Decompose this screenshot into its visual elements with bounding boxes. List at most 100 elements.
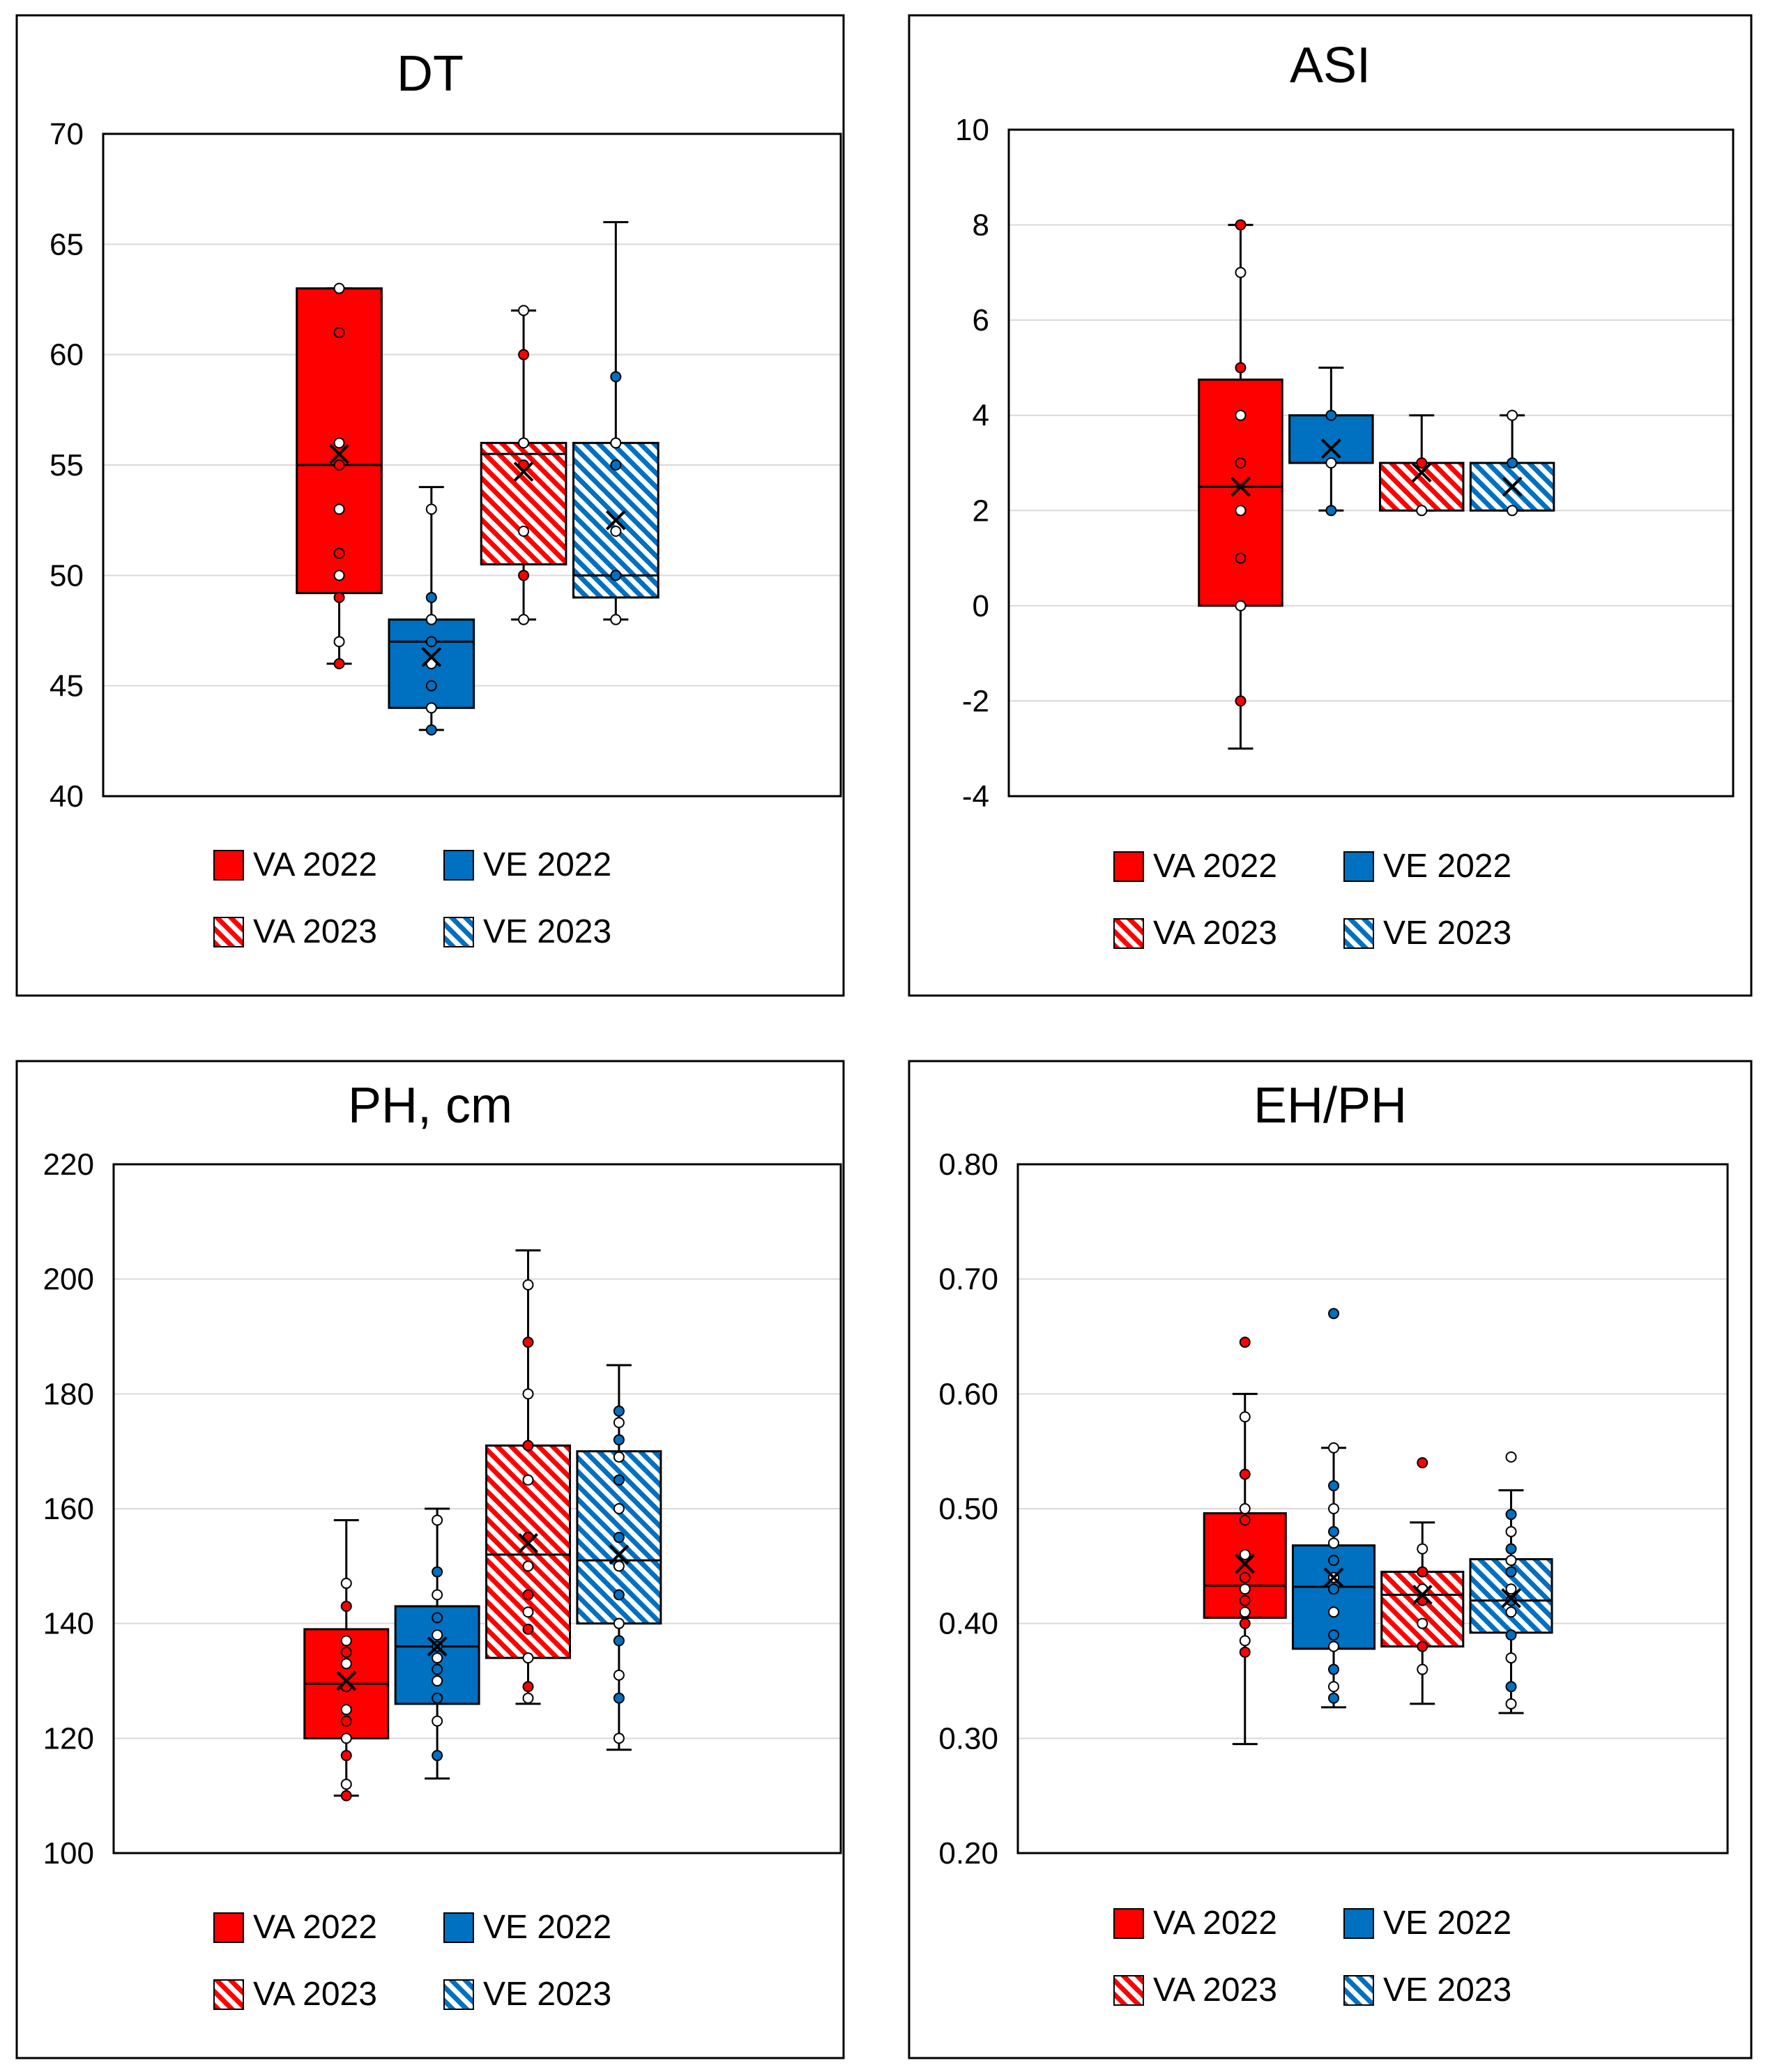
box-ve-2023 [576, 1364, 662, 1751]
data-point [522, 1388, 534, 1400]
data-point [1239, 1617, 1251, 1629]
y-tick-label: 10 [955, 113, 989, 147]
y-tick-label: 6 [973, 303, 989, 337]
y-tick-label: 55 [49, 448, 84, 482]
y-tick-label: 120 [43, 1721, 94, 1755]
data-point [1505, 1681, 1517, 1693]
data-point [1505, 1606, 1517, 1618]
data-point [518, 349, 530, 360]
y-tick-label: 50 [49, 558, 84, 593]
y-tick-label: 0.80 [938, 1148, 998, 1182]
data-point [1325, 457, 1337, 469]
data-point [1505, 1451, 1517, 1463]
box-iqr [1288, 414, 1374, 464]
mean-marker [609, 1544, 630, 1565]
data-point [522, 1606, 534, 1618]
chart-title: PH, cm [348, 1078, 512, 1134]
data-point [1505, 1555, 1517, 1567]
data-point [1239, 1336, 1251, 1348]
box-va-2022 [1203, 1336, 1287, 1746]
data-point [1235, 457, 1247, 469]
data-point [1235, 266, 1247, 278]
box-va-2022 [296, 282, 383, 669]
legend-swatch [1343, 851, 1374, 882]
legend-swatch [213, 850, 244, 881]
data-point [613, 1732, 625, 1744]
data-point [1235, 219, 1247, 231]
chart-dt: DT 40 45 50 55 60 65 70 VA 2022 VE 2022 VA 2023 VE … [15, 14, 845, 997]
data-point [340, 1790, 352, 1801]
data-point [518, 526, 530, 537]
data-point [613, 1434, 625, 1446]
data-point [613, 1532, 625, 1544]
data-point [1239, 1635, 1251, 1647]
y-tick-label: 60 [49, 338, 84, 372]
chart-ehph: EH/PH 0.20 0.30 0.40 0.50 0.60 0.70 0.80 VA 2022… [908, 1060, 1753, 2059]
box-ve-2022 [388, 486, 475, 736]
mean-marker [1320, 439, 1341, 459]
plot-area [112, 1163, 842, 1854]
data-point [1505, 1629, 1517, 1641]
data-point [1328, 1629, 1340, 1641]
data-point [1328, 1663, 1340, 1675]
y-tick-label: 0.30 [938, 1721, 998, 1755]
data-point [1239, 1646, 1251, 1658]
legend-label: VE 2023 [483, 1976, 611, 2013]
legend-swatch [1343, 1908, 1374, 1939]
data-point [425, 636, 437, 648]
data-point [432, 1652, 443, 1664]
data-point [340, 1635, 352, 1647]
data-point [333, 547, 345, 559]
data-point [518, 570, 530, 581]
data-point [610, 437, 622, 449]
data-point [522, 1681, 534, 1693]
data-point [432, 1663, 443, 1675]
legend-label: VA 2023 [1153, 1972, 1277, 2009]
data-point [522, 1560, 534, 1572]
mean-marker [421, 647, 442, 667]
data-point [432, 1566, 443, 1578]
chart-title: DT [397, 46, 464, 102]
legend-label: VA 2022 [253, 846, 377, 883]
legend-swatch [443, 1912, 474, 1943]
data-point [333, 570, 345, 581]
plot-area [1016, 1163, 1729, 1854]
legend-label: VA 2023 [253, 913, 377, 950]
mean-marker [336, 1670, 357, 1691]
data-point [1328, 1480, 1340, 1492]
data-point [610, 526, 622, 537]
legend-swatch [1343, 918, 1374, 949]
data-point [1328, 1640, 1340, 1652]
y-tick-label: 0.70 [938, 1263, 998, 1297]
legend: VA 2022 VE 2022 VA 2023 VE 2023 [1113, 1905, 1511, 2009]
data-point [340, 1600, 352, 1612]
legend-swatch [213, 1979, 244, 2010]
data-point [1505, 1543, 1517, 1555]
y-tick-label: 0 [973, 589, 989, 623]
data-point [425, 503, 437, 515]
data-point [522, 1692, 534, 1704]
box-va-2023 [1378, 414, 1465, 517]
legend-label: VE 2023 [483, 913, 611, 950]
data-point [518, 305, 530, 317]
y-tick-label: 40 [49, 779, 84, 814]
mean-marker [518, 1532, 538, 1553]
data-point [1328, 1308, 1340, 1320]
mean-marker [605, 510, 626, 531]
data-point [1328, 1583, 1340, 1595]
chart-ph: PH, cm 100 120 140 160 180 200 220 VA 2022 VE 202… [15, 1060, 845, 2059]
y-tick-label: 0.50 [938, 1492, 998, 1526]
data-point [1235, 552, 1247, 564]
data-point [340, 1715, 352, 1727]
box-va-2023 [485, 1249, 571, 1705]
data-point [613, 1669, 625, 1681]
y-tick-label: -4 [962, 779, 989, 814]
data-point [1239, 1571, 1251, 1583]
data-point [333, 459, 345, 471]
data-point [1325, 505, 1337, 517]
data-point [425, 614, 437, 625]
data-point [522, 1474, 534, 1486]
legend-label: VA 2023 [1153, 915, 1277, 952]
data-point [522, 1336, 534, 1348]
legend-label: VE 2023 [1383, 915, 1511, 952]
